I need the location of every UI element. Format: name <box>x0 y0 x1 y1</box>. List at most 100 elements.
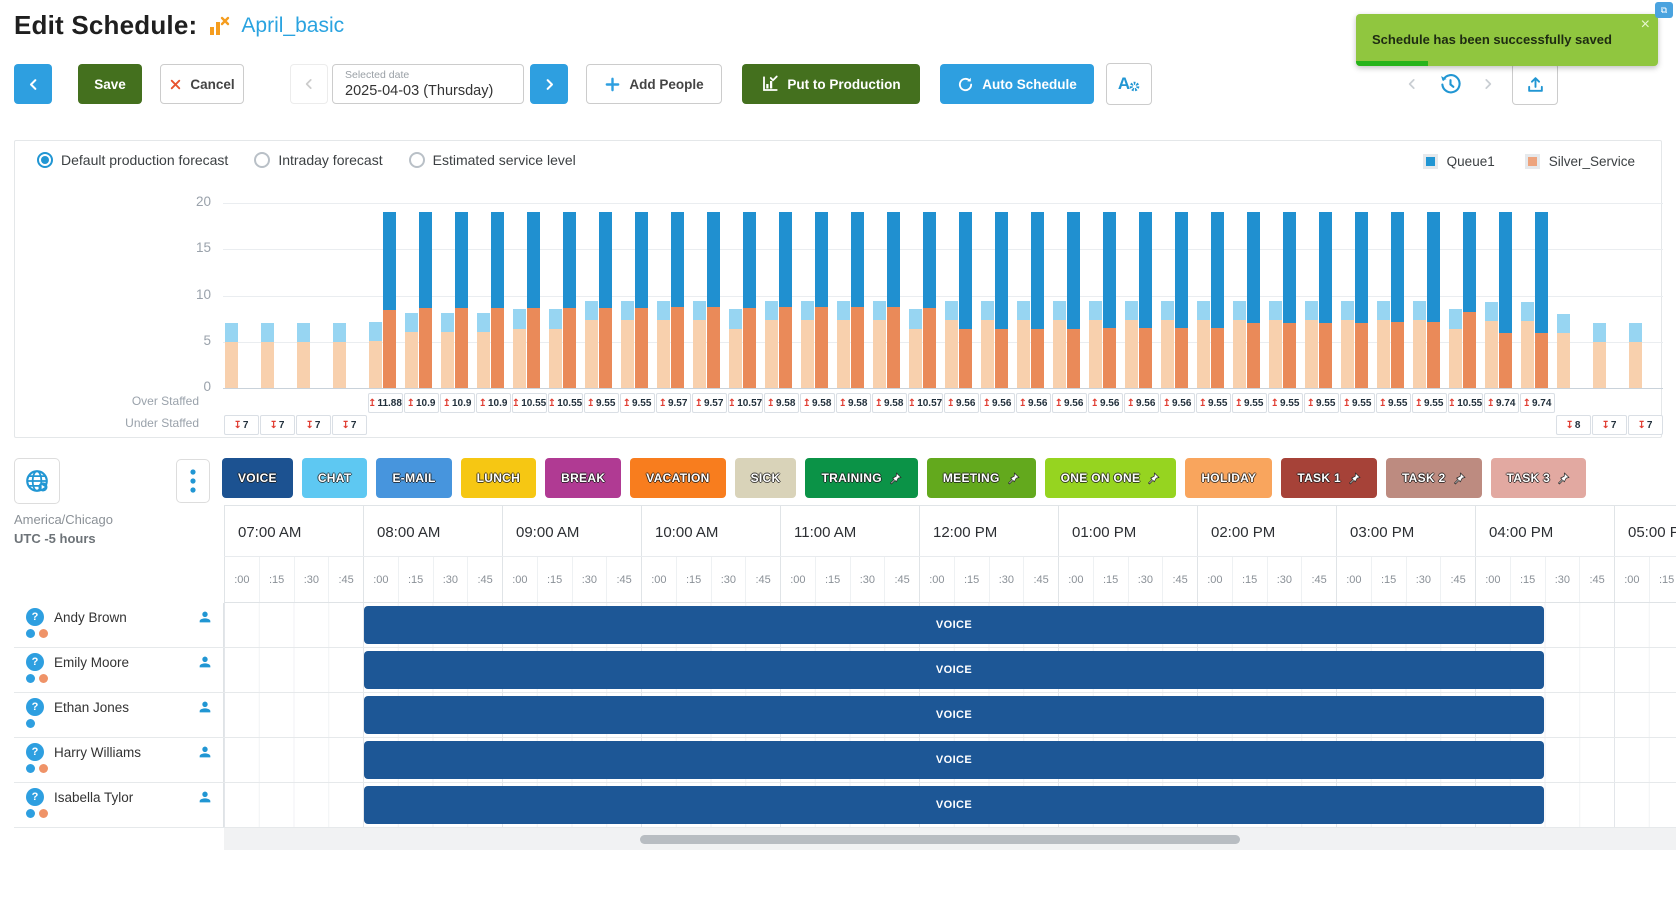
activity-button-break[interactable]: BREAK <box>545 458 622 498</box>
employee-info-cell[interactable]: ? Ethan Jones <box>14 693 224 737</box>
pin-icon <box>1348 471 1361 484</box>
staffing-chip: ↥ 9.55 <box>1375 393 1411 413</box>
employee-status-icon[interactable]: ? <box>26 653 44 671</box>
activity-button-task-3[interactable]: TASK 3 <box>1490 458 1587 498</box>
chart-bar-segment <box>800 320 814 388</box>
employee-info-cell[interactable]: ? Andy Brown <box>14 603 224 647</box>
quarter-tick-label: :30 <box>1266 557 1302 602</box>
quarter-tick-label: :15 <box>1648 557 1676 602</box>
activity-label: TASK 3 <box>1506 471 1551 485</box>
timezone-globe-button[interactable] <box>14 458 60 504</box>
person-icon[interactable] <box>197 654 213 670</box>
chart-bar-segment <box>296 341 310 388</box>
employee-status-icon[interactable]: ? <box>26 698 44 716</box>
save-button[interactable]: Save <box>78 64 142 104</box>
shift-bar-voice[interactable]: VOICE <box>364 606 1544 644</box>
legend-item-0[interactable]: Queue1 <box>1422 154 1495 169</box>
horizontal-scrollbar[interactable] <box>224 828 1676 850</box>
employee-info-cell[interactable]: ? Isabella Tylor <box>14 783 224 827</box>
activity-button-sick[interactable]: SICK <box>734 458 797 498</box>
employee-timeline[interactable]: VOICE <box>224 603 1676 647</box>
person-icon[interactable] <box>197 699 213 715</box>
chart-bar-segment <box>836 320 850 388</box>
employee-status-icon[interactable]: ? <box>26 743 44 761</box>
prev-day-button[interactable] <box>290 64 328 104</box>
over-staffed-arrow-icon: ↥ <box>1342 397 1351 409</box>
activity-button-task-1[interactable]: TASK 1 <box>1281 458 1377 498</box>
over-staffed-arrow-icon: ↥ <box>368 397 377 409</box>
activity-button-training[interactable]: TRAINING <box>805 458 918 498</box>
cancel-button[interactable]: Cancel <box>160 64 244 104</box>
employee-info-cell[interactable]: ? Emily Moore <box>14 648 224 692</box>
forecast-option-2[interactable]: Estimated service level <box>408 152 576 168</box>
shift-bar-voice[interactable]: VOICE <box>364 741 1544 779</box>
forecast-option-label: Intraday forecast <box>278 152 383 168</box>
activity-button-holiday[interactable]: HOLIDAY <box>1185 458 1273 498</box>
chart-bar-segment <box>1210 212 1224 328</box>
screenshot-tool-icon[interactable]: ⧉ <box>1655 2 1673 18</box>
shift-bar-voice[interactable]: VOICE <box>364 696 1544 734</box>
agent-settings-button[interactable]: A <box>1106 63 1152 105</box>
forecast-option-0[interactable]: Default production forecast <box>37 152 228 168</box>
under-staffed-arrow-icon: ↧ <box>233 419 242 431</box>
back-button[interactable] <box>14 64 52 104</box>
employee-timeline[interactable]: VOICE <box>224 693 1676 737</box>
activities-menu-button[interactable] <box>176 459 210 503</box>
next-day-button[interactable] <box>530 64 568 104</box>
chart-bar-segment <box>1174 212 1188 328</box>
staffing-chip: ↥ 10.55 <box>511 393 547 413</box>
forecast-option-1[interactable]: Intraday forecast <box>254 152 383 168</box>
activity-button-task-2[interactable]: TASK 2 <box>1385 458 1482 498</box>
put-to-production-button[interactable]: Put to Production <box>742 64 920 104</box>
history-prev-button[interactable] <box>1398 70 1426 98</box>
close-icon <box>171 79 181 89</box>
employee-row-0: ? Andy Brown VOICE <box>14 603 1676 648</box>
activity-button-e-mail[interactable]: E-MAIL <box>376 458 452 498</box>
radio-icon[interactable] <box>254 152 271 168</box>
schedule-name[interactable]: April_basic <box>241 13 345 37</box>
person-icon[interactable] <box>197 744 213 760</box>
radio-selected-icon[interactable] <box>37 152 53 168</box>
person-icon[interactable] <box>197 789 213 805</box>
activity-button-meeting[interactable]: MEETING <box>926 458 1036 498</box>
add-people-button[interactable]: Add People <box>586 64 722 104</box>
radio-icon[interactable] <box>408 152 425 168</box>
history-icon-button[interactable] <box>1436 70 1464 98</box>
chart-bar-segment <box>584 320 598 388</box>
chart-bar-segment <box>742 212 756 308</box>
chart-bar-segment <box>1088 320 1102 388</box>
chart-bar-segment <box>1448 328 1462 388</box>
quarter-tick-label: :15 <box>397 557 433 602</box>
selected-date-field[interactable]: Selected date 2025-04-03 (Thursday) <box>332 64 524 104</box>
employee-status-icon[interactable]: ? <box>26 788 44 806</box>
chart-bar-segment <box>1016 301 1030 321</box>
activity-button-one-on-one[interactable]: ONE ON ONE <box>1044 458 1177 498</box>
shift-bar-voice[interactable]: VOICE <box>364 651 1544 689</box>
over-staffed-arrow-icon: ↥ <box>838 397 847 409</box>
employee-timeline[interactable]: VOICE <box>224 738 1676 782</box>
activity-button-voice[interactable]: VOICE <box>222 458 293 498</box>
shift-bar-voice[interactable]: VOICE <box>364 786 1544 824</box>
legend-item-1[interactable]: Silver_Service <box>1524 154 1635 169</box>
activity-button-vacation[interactable]: VACATION <box>630 458 726 498</box>
toast-close-icon[interactable]: × <box>1640 16 1650 33</box>
employee-status-icon[interactable]: ? <box>26 608 44 626</box>
chart-bar-segment <box>1268 320 1282 388</box>
chart-bar-segment <box>1066 328 1080 388</box>
chart-bar-segment <box>886 306 900 388</box>
activity-button-chat[interactable]: CHAT <box>301 458 368 498</box>
auto-schedule-button[interactable]: Auto Schedule <box>940 64 1094 104</box>
hour-label: 05:00 PM <box>1614 506 1676 556</box>
scrollbar-thumb[interactable] <box>640 835 1240 844</box>
activity-button-lunch[interactable]: LUNCH <box>460 458 537 498</box>
history-next-button[interactable] <box>1474 70 1502 98</box>
over-staffed-arrow-icon: ↥ <box>946 397 955 409</box>
staffing-chip: ↧ 7 <box>259 415 295 435</box>
employee-timeline[interactable]: VOICE <box>224 648 1676 692</box>
person-icon[interactable] <box>197 609 213 625</box>
employee-timeline[interactable]: VOICE <box>224 783 1676 827</box>
over-staffed-arrow-icon: ↥ <box>442 397 451 409</box>
employee-info-cell[interactable]: ? Harry Williams <box>14 738 224 782</box>
export-button[interactable] <box>1512 63 1558 105</box>
chevron-left-icon <box>29 78 36 90</box>
